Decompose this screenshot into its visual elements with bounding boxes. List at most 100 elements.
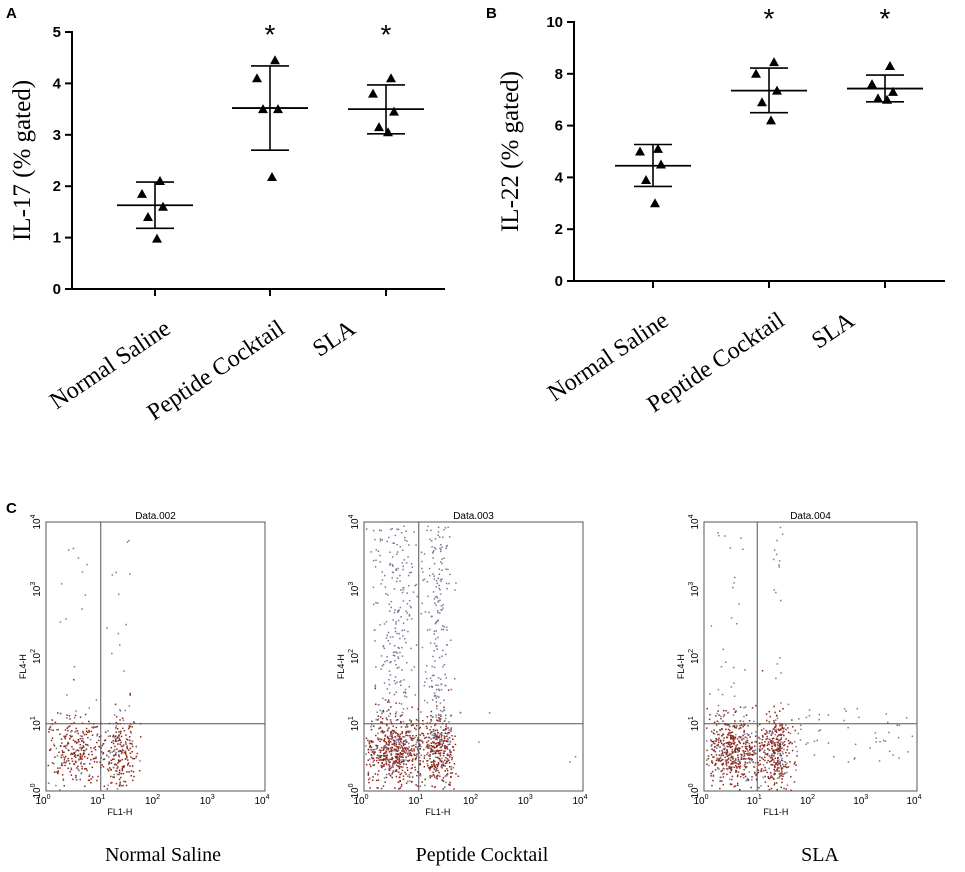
event-dot — [750, 759, 753, 762]
y-tick-label: 104 — [30, 514, 43, 529]
event-dot — [853, 758, 856, 760]
event-dot — [402, 600, 405, 602]
event-dot — [405, 739, 407, 741]
event-dot — [394, 770, 397, 772]
event-dot — [711, 748, 713, 750]
event-dot — [744, 736, 747, 738]
event-dot — [388, 536, 390, 539]
event-dot — [764, 749, 766, 752]
significance-star: * — [381, 19, 392, 50]
event-dot — [420, 754, 423, 757]
x-tick-label: 102 — [145, 794, 160, 807]
event-dot — [81, 737, 83, 740]
event-dot — [431, 775, 433, 777]
event-dot — [419, 763, 422, 766]
event-dot — [128, 771, 130, 773]
event-dot — [66, 760, 68, 762]
event-dot — [744, 669, 746, 671]
event-dot — [783, 727, 785, 729]
event-dot — [365, 764, 368, 766]
data-point — [766, 115, 776, 125]
event-dot — [77, 732, 79, 735]
event-dot — [436, 734, 438, 736]
event-dot — [732, 756, 734, 758]
event-dot — [376, 602, 379, 604]
event-dot — [736, 738, 739, 740]
event-dot — [728, 741, 730, 743]
event-dot — [392, 542, 394, 544]
event-dot — [57, 767, 59, 769]
event-dot — [381, 539, 383, 541]
event-dot — [781, 751, 784, 753]
event-dot — [102, 766, 105, 768]
event-dot — [805, 743, 807, 745]
event-dot — [754, 771, 756, 774]
event-dot — [785, 751, 787, 754]
data-point — [258, 104, 268, 114]
event-dot — [896, 724, 898, 727]
event-dot — [131, 743, 133, 745]
event-dot — [777, 761, 779, 764]
event-dot — [394, 630, 397, 633]
event-dot — [733, 766, 735, 769]
event-dot — [719, 729, 721, 731]
event-dot — [384, 735, 386, 737]
event-dot — [383, 758, 385, 760]
event-dot — [791, 742, 793, 745]
event-dot — [746, 737, 748, 739]
event-dot — [753, 720, 755, 723]
event-dot — [402, 736, 404, 738]
event-dot — [398, 788, 400, 790]
event-dot — [59, 745, 62, 747]
event-dot — [798, 718, 800, 720]
event-dot — [769, 715, 771, 718]
event-dot — [77, 749, 80, 752]
event-dot — [766, 761, 768, 764]
event-dot — [406, 724, 408, 726]
event-dot — [409, 754, 411, 757]
event-dot — [79, 758, 82, 761]
x-axis-label: FL1-H — [763, 807, 788, 817]
event-dot — [398, 647, 400, 649]
event-dot — [395, 745, 398, 747]
event-dot — [431, 785, 433, 787]
event-dot — [392, 732, 394, 734]
event-dot — [770, 742, 773, 745]
event-dot — [129, 573, 131, 575]
event-dot — [79, 746, 82, 749]
event-dot — [393, 760, 395, 763]
event-dot — [448, 783, 450, 786]
event-dot — [67, 726, 70, 728]
event-dot — [421, 646, 424, 649]
event-dot — [136, 752, 139, 755]
event-dot — [59, 712, 62, 715]
event-dot — [775, 738, 778, 740]
event-dot — [69, 762, 71, 765]
event-dot — [385, 593, 387, 595]
event-dot — [429, 574, 431, 577]
event-dot — [758, 786, 760, 789]
event-dot — [819, 729, 822, 731]
event-dot — [414, 584, 416, 587]
event-dot — [728, 734, 730, 736]
event-dot — [426, 701, 429, 704]
event-dot — [898, 757, 900, 759]
event-dot — [74, 756, 77, 758]
event-dot — [107, 784, 109, 787]
event-dot — [735, 764, 737, 767]
event-dot — [449, 751, 451, 753]
event-dot — [430, 615, 432, 618]
x-tick-label: 104 — [906, 794, 921, 807]
x-tick-exponent: 1 — [758, 794, 762, 801]
event-dot — [771, 764, 774, 766]
data-point — [635, 146, 645, 156]
event-dot — [424, 784, 426, 787]
event-dot — [429, 538, 431, 541]
event-dot — [807, 742, 809, 744]
event-dot — [796, 755, 798, 757]
event-dot — [114, 749, 116, 751]
event-dot — [722, 776, 725, 778]
event-dot — [131, 765, 134, 768]
event-dot — [758, 736, 760, 739]
event-dot — [769, 730, 771, 732]
